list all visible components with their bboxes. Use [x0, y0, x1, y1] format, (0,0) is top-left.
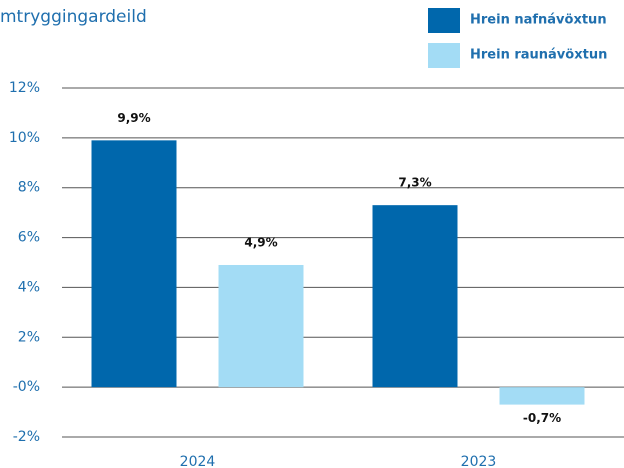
bar [218, 264, 304, 388]
value-label: 7,3% [398, 176, 431, 190]
legend-label: Hrein raunávöxtun [470, 48, 607, 63]
y-tick-label: 10% [9, 130, 40, 146]
y-tick-label: 12% [9, 80, 40, 96]
value-label: 9,9% [117, 111, 150, 125]
value-label: -0,7% [523, 411, 561, 425]
value-label: 4,9% [244, 235, 277, 249]
bar [372, 205, 458, 388]
bar [499, 387, 585, 405]
y-tick-label: -2% [13, 429, 40, 445]
legend-label: Hrein nafnávöxtun [470, 13, 607, 28]
legend-swatch [428, 43, 460, 68]
y-tick-label: 4% [18, 279, 40, 295]
chart-title: mtryggingardeild [0, 7, 147, 27]
y-tick-label: 2% [18, 329, 40, 345]
y-tick-label: -0% [13, 379, 40, 395]
y-tick-label: 6% [18, 230, 40, 246]
y-tick-label: 8% [18, 180, 40, 196]
legend-swatch [428, 8, 460, 33]
bar [91, 140, 177, 388]
x-tick-label: 2024 [180, 454, 216, 468]
x-tick-label: 2023 [461, 454, 497, 468]
